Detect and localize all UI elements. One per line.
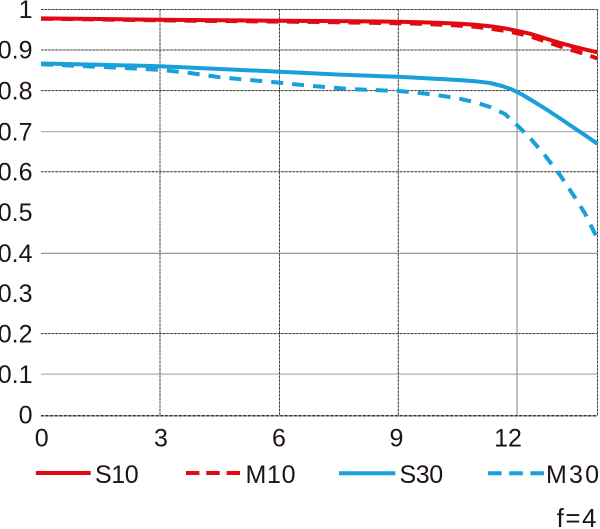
svg-text:0.7: 0.7: [0, 118, 33, 146]
svg-text:0.2: 0.2: [0, 320, 33, 348]
svg-text:0: 0: [19, 402, 33, 430]
svg-text:9: 9: [390, 425, 404, 453]
svg-text:M30: M30: [546, 461, 600, 489]
svg-text:0.4: 0.4: [0, 240, 33, 268]
svg-text:0.5: 0.5: [0, 199, 33, 227]
svg-text:6: 6: [272, 425, 286, 453]
svg-text:0.8: 0.8: [0, 77, 33, 105]
svg-text:0.3: 0.3: [0, 280, 33, 308]
svg-text:0.6: 0.6: [0, 158, 33, 186]
svg-text:3: 3: [154, 425, 168, 453]
svg-text:12: 12: [494, 425, 522, 453]
svg-text:1: 1: [19, 0, 33, 24]
svg-text:f=4: f=4: [557, 503, 598, 529]
svg-text:M10: M10: [246, 461, 297, 489]
svg-text:S30: S30: [400, 461, 443, 489]
svg-text:0.9: 0.9: [0, 37, 33, 65]
svg-text:0.1: 0.1: [0, 361, 33, 389]
svg-text:S10: S10: [95, 461, 138, 489]
svg-text:0: 0: [35, 425, 49, 453]
